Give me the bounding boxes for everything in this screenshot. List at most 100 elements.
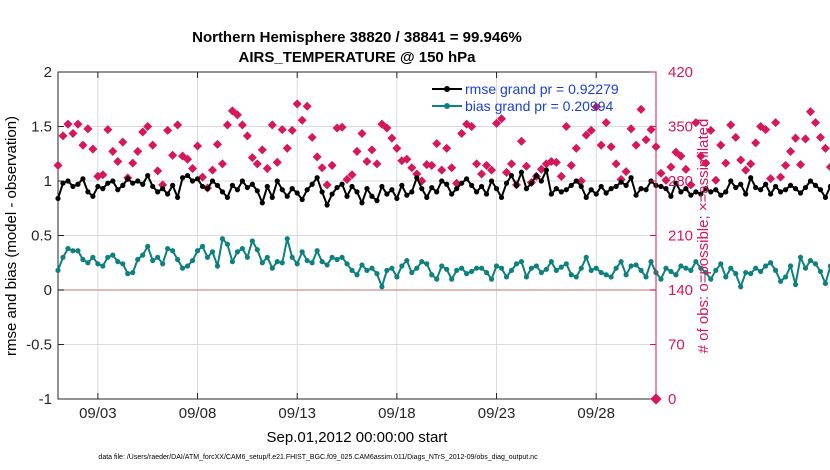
rmse-point [822, 194, 829, 200]
rmse-point [748, 175, 754, 181]
obs-count-marker [516, 136, 526, 146]
rmse-point [518, 169, 525, 175]
bias-point [150, 257, 156, 264]
rmse-point [658, 183, 664, 190]
rmse-point [90, 193, 96, 199]
obs-count-marker [746, 159, 756, 169]
rmse-point [284, 193, 290, 199]
bias-point [259, 260, 265, 266]
rmse-point [100, 186, 106, 192]
obs-count-marker [312, 152, 322, 162]
bias-point [733, 271, 739, 277]
bias-point [668, 268, 674, 275]
rmse-point [454, 186, 460, 192]
obs-count-marker [382, 123, 392, 133]
obs-count-marker [58, 131, 68, 141]
obs-count-marker [118, 137, 128, 147]
bias-point [80, 256, 86, 263]
rmse-point [95, 183, 101, 190]
rmse-point [568, 182, 574, 188]
obs-count-marker [601, 118, 611, 128]
bias-point [812, 261, 819, 267]
obs-count-marker [596, 140, 606, 150]
rmse-point [184, 172, 191, 179]
rmse-point [718, 192, 724, 198]
rmse-point [498, 194, 505, 200]
bias-point [474, 265, 480, 271]
bias-point [274, 259, 280, 265]
bias-point [817, 268, 824, 275]
rmse-point [304, 187, 310, 193]
rmse-point [628, 175, 634, 181]
bias-point [115, 259, 121, 265]
obs-count-marker [307, 132, 317, 142]
rmse-point [199, 183, 206, 190]
rmse-point [374, 198, 380, 204]
bias-point [384, 267, 390, 273]
bias-point [409, 269, 415, 276]
rmse-point [618, 179, 624, 185]
bias-point [184, 263, 191, 269]
bias-point [90, 254, 96, 260]
bias-point [254, 247, 260, 253]
bias-point [379, 284, 385, 290]
bias-point [558, 264, 564, 270]
obs-count-marker [207, 165, 218, 175]
rmse-point [334, 184, 340, 191]
obs-count-marker [472, 159, 482, 169]
rmse-point [369, 193, 375, 199]
rmse-point [538, 178, 544, 184]
rmse-point [204, 186, 211, 192]
bias-point [229, 259, 236, 265]
obs-count-marker [302, 101, 312, 111]
bias-point [573, 274, 579, 280]
obs-count-marker [666, 162, 676, 172]
obs-count-marker [656, 168, 666, 178]
bias-point [773, 267, 779, 273]
obs-count-marker [825, 162, 830, 172]
bias-point [374, 271, 380, 277]
obs-count-marker [771, 118, 781, 128]
obs-count-marker [636, 104, 646, 114]
rmse-point [613, 183, 619, 190]
obs-count-marker [810, 118, 820, 128]
bias-point [708, 276, 714, 282]
obs-count-marker [696, 151, 706, 161]
obs-count-marker [487, 165, 497, 175]
bias-point [209, 249, 216, 255]
obs-count-marker [412, 169, 422, 179]
rmse-point [593, 191, 599, 197]
x-tick-label: 09/28 [577, 405, 615, 422]
rmse-point [85, 189, 91, 195]
obs-count-marker [113, 157, 123, 167]
data-marks [53, 99, 830, 405]
obs-count-marker [506, 159, 517, 169]
bias-point [588, 267, 594, 273]
bias-point [394, 274, 400, 280]
bias-point [768, 260, 774, 266]
rmse-point [339, 181, 345, 187]
obs-count-marker [352, 146, 362, 156]
y-tick-label: 2 [44, 64, 52, 81]
rmse-point [513, 182, 520, 188]
bias-point [284, 236, 290, 242]
bias-point [65, 245, 71, 252]
rmse-point [359, 200, 365, 206]
rmse-point [782, 187, 789, 193]
obs-count-marker [556, 171, 566, 181]
bias-point [718, 261, 724, 267]
bias-point [613, 265, 619, 271]
rmse-point [179, 175, 186, 181]
bias-point [483, 269, 490, 276]
bias-point [603, 272, 609, 278]
rmse-point [663, 186, 669, 192]
rmse-point [787, 182, 794, 188]
rmse-point [693, 189, 699, 195]
rmse-point [399, 182, 405, 188]
bias-point [493, 263, 500, 269]
bias-point [827, 263, 830, 269]
obs-count-marker [63, 119, 73, 129]
x-tick-label: 09/23 [478, 405, 516, 422]
bias-point [249, 238, 255, 244]
obs-count-marker [133, 146, 143, 156]
